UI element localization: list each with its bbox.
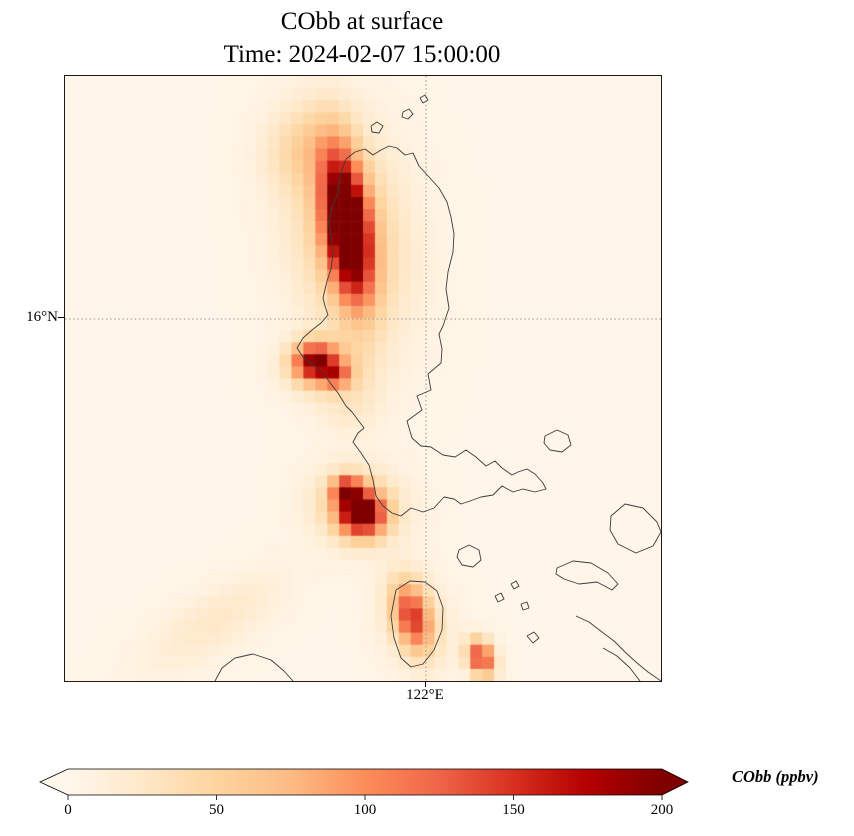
svg-text:100: 100 <box>354 802 377 818</box>
svg-text:50: 50 <box>209 802 224 818</box>
lat-tick-label: 16°N <box>26 309 58 325</box>
title-line1: CObb at surface <box>280 8 444 35</box>
figure-title: CObb at surface Time: 2024-02-07 15:00:0… <box>64 5 660 71</box>
heatmap-canvas <box>65 76 661 681</box>
title-line2: Time: 2024-02-07 15:00:00 <box>223 41 501 68</box>
colorbar: 0 50 100 150 200 <box>38 766 698 822</box>
lat-tick-mark <box>58 317 64 319</box>
lon-tick-mark <box>424 681 426 687</box>
svg-text:150: 150 <box>502 802 525 818</box>
map-overlay-svg <box>65 76 661 681</box>
svg-text:200: 200 <box>651 802 674 818</box>
colorbar-label: CObb (ppbv) <box>732 767 819 786</box>
lon-tick-label: 122°E <box>406 687 444 703</box>
colorbar-svg: 0 50 100 150 200 <box>39 768 689 818</box>
svg-text:0: 0 <box>64 802 72 818</box>
map-plot-area <box>64 75 662 682</box>
